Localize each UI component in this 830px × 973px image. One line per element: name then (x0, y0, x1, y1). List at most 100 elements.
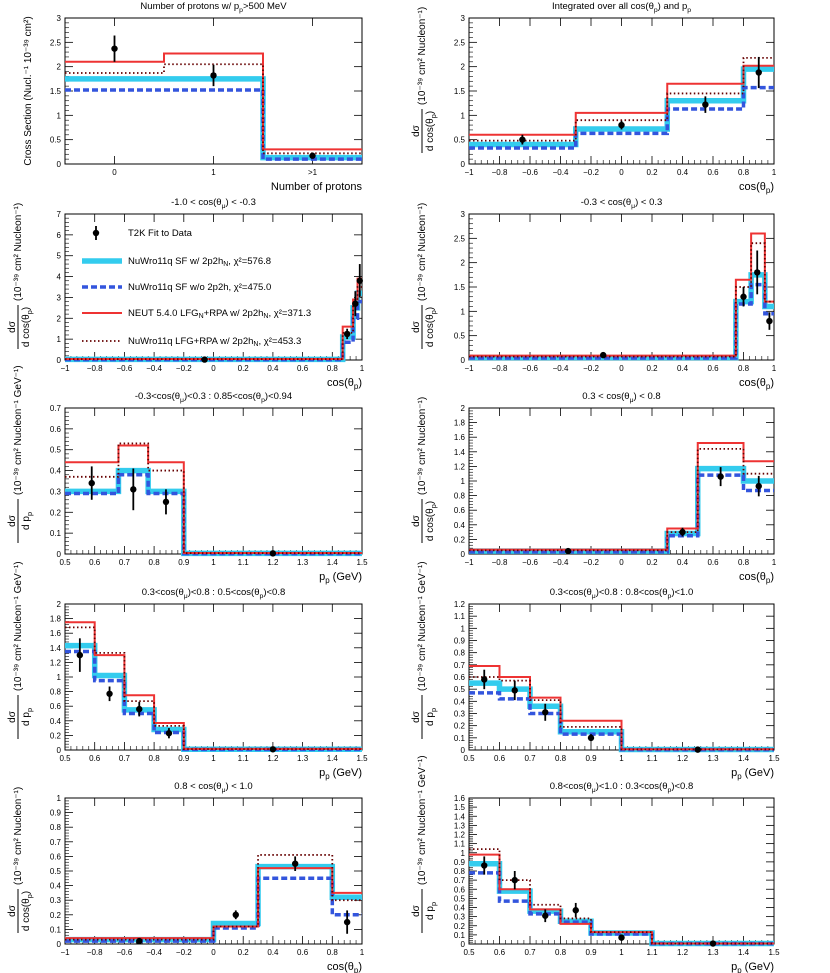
x-tick-label: 0.4 (677, 364, 689, 373)
y-tick-label: 0.3 (50, 487, 62, 496)
x-tick-label: 1.4 (738, 948, 750, 957)
chart-panel-9: 0 0.1 0.2 0.3 0.4 0.5 0.6 0.7 0.8 0.9 1 −1 −0.8 −0.6 −… (7, 781, 365, 973)
data-point (106, 690, 113, 697)
y-tick-label: 0.8 (454, 649, 466, 658)
fraction-numerator: dσ (7, 710, 18, 723)
y-tick-label: 1 (461, 624, 466, 633)
data-point (618, 121, 625, 129)
y-tick-label: 1.5 (454, 283, 466, 292)
x-tick-label: 1.3 (297, 558, 309, 567)
x-tick-label: −0.8 (87, 948, 103, 957)
legend-data-marker (92, 229, 100, 237)
y-tick-label: 3 (57, 14, 62, 23)
x-tick-label: 1 (211, 754, 216, 763)
y-tick-label: 0.4 (454, 521, 466, 530)
x-tick-label: 0.8 (555, 754, 567, 763)
data-point (210, 72, 217, 79)
legend-neut-label: NEUT 5.4.0 LFGN​+RPA w/ 2p2hN​, χ²=371.3 (128, 308, 311, 320)
data-point (542, 912, 549, 919)
y-axis-label: Cross Section (Nucl.⁻¹ 10⁻³⁹ cm²) (23, 16, 34, 165)
y-axis-fraction: dσd cos(θp​) (7, 305, 34, 349)
chart-panel-8: 0 0.1 0.2 0.3 0.4 0.5 0.6 0.7 0.8 0.9 1 1.1 1.2 0.5 0.… (411, 561, 780, 781)
series-lfg-line (469, 848, 774, 945)
x-tick-label: −0.4 (553, 558, 569, 567)
y-tick-label: 3 (461, 210, 466, 219)
y-tick-label: 1 (57, 794, 62, 803)
chart-panel-7: 0 0.2 0.4 0.6 0.8 1 1.2 1.4 1.6 1.8 2 0.5 0.6 0.7 0.8 0… (7, 561, 368, 781)
y-tick-label: 1.5 (50, 87, 62, 96)
x-axis-label: cos(θp​) (739, 377, 774, 391)
x-tick-label: 0.8 (327, 948, 339, 957)
y-tick-label: 1.2 (50, 658, 62, 667)
y-axis-fraction: dσd cos(θp​) (7, 889, 34, 933)
y-axis-unit: (10⁻³⁹ cm² Nucleon⁻¹ GeV⁻¹) (13, 365, 24, 495)
y-tick-label: 2 (57, 314, 62, 323)
x-tick-label: −1 (464, 364, 474, 373)
x-tick-label: 1.1 (238, 754, 250, 763)
x-tick-label: 1.3 (707, 754, 719, 763)
y-tick-label: 0.3 (454, 913, 466, 922)
chart-panel-5: 0 0.1 0.2 0.3 0.4 0.5 0.6 0.7 0.5 0.6 0.7 0.8 0.9 1 1.… (7, 365, 368, 585)
y-tick-label: 0.9 (50, 809, 62, 818)
legend-nosf-label: NuWro11q SF w/o 2p2h, χ²=475.0 (128, 282, 271, 293)
x-tick-label: 0.9 (178, 754, 190, 763)
x-tick-label: −0.2 (583, 364, 599, 373)
x-tick-label: 1.4 (327, 754, 339, 763)
y-axis-fraction: dσd cos(θp​) (411, 305, 438, 349)
series-neut-line (469, 665, 774, 751)
x-tick-label: 0.6 (297, 364, 309, 373)
y-tick-label: 2 (57, 63, 62, 72)
y-tick-label: 1 (57, 673, 62, 682)
y-tick-label: 0.6 (50, 852, 62, 861)
data-point (511, 876, 518, 884)
x-tick-label: 1.2 (677, 948, 689, 957)
panel-title: -0.3 < cos(θμ​) < 0.3 (581, 197, 663, 210)
y-tick-label: 1.3 (454, 821, 466, 830)
series-lfg-line (469, 676, 774, 751)
x-tick-label: −1 (464, 558, 474, 567)
panel-title: -1.0 < cos(θμ​) < -0.3 (171, 197, 256, 210)
x-tick-label: 0.7 (524, 948, 536, 957)
fraction-denominator: d pp​ (21, 512, 34, 530)
x-axis-label: pp​ (GeV) (731, 767, 774, 781)
y-tick-label: 0.5 (454, 136, 466, 145)
data-point (352, 300, 359, 307)
data-point (356, 277, 363, 284)
y-tick-label: 4 (57, 273, 62, 282)
x-tick-label: 1 (211, 558, 216, 567)
series-neut-line (469, 853, 774, 945)
panel-title: 0.8<cos(θμ​)<1.0 : 0.3<cos(θp​)<0.8 (550, 781, 694, 794)
y-tick-label: 0.5 (50, 446, 62, 455)
x-tick-label: 0 (619, 558, 624, 567)
x-tick-label: 0.8 (738, 168, 750, 177)
y-tick-label: 0 (461, 550, 466, 559)
data-point (309, 152, 316, 159)
x-tick-label: 0 (619, 364, 624, 373)
x-tick-label: −0.6 (117, 948, 133, 957)
y-tick-label: 1.2 (454, 462, 466, 471)
x-tick-label: 0 (112, 168, 117, 177)
x-tick-label: 0.2 (646, 364, 658, 373)
y-tick-label: 0.4 (454, 697, 466, 706)
panel-title: Number of protons w/ pp​>500 MeV (140, 1, 287, 14)
x-axis-label: pp​ (GeV) (731, 961, 774, 973)
y-axis-fraction: dσd cos(θp​) (411, 499, 438, 543)
x-tick-label: 0.9 (585, 754, 597, 763)
x-tick-label: −0.8 (87, 364, 103, 373)
plot-frame (64, 797, 363, 945)
y-tick-label: 1.6 (454, 433, 466, 442)
chart-panel-3: 0 1 2 3 4 5 6 7 −1 −0.8 −0.6 −0.4 −0.2 0 0.2 0.4 0.6 0.8 1… (7, 197, 365, 391)
x-tick-label: −0.4 (553, 168, 569, 177)
data-point (136, 705, 143, 713)
legend: T2K Fit to Data NuWro11q SF w/ 2p2hN​, χ²… (82, 226, 311, 348)
data-point (618, 934, 625, 941)
y-tick-label: 0.2 (454, 722, 466, 731)
x-tick-label: 0 (619, 168, 624, 177)
data-point (269, 746, 277, 753)
x-tick-label: 1.2 (267, 754, 279, 763)
x-tick-label: −0.6 (117, 364, 133, 373)
y-axis-unit: (10⁻³⁹ cm² Nucleon⁻¹) (13, 787, 24, 885)
x-tick-label: 0.8 (149, 754, 161, 763)
x-tick-label: 1 (772, 364, 777, 373)
